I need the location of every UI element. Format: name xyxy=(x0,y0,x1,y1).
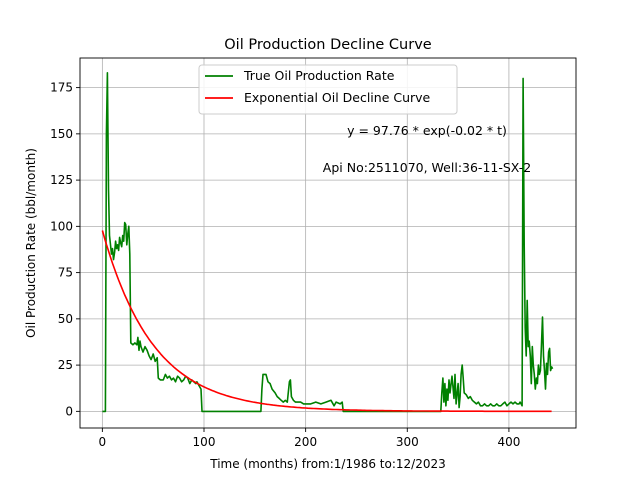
legend: True Oil Production Rate Exponential Oil… xyxy=(198,64,458,115)
y-axis-label: Oil Production Rate (bbl/month) xyxy=(24,148,38,338)
exponential-decline-line xyxy=(101,230,552,413)
plot-lines xyxy=(101,72,554,413)
x-tick-label: 0 xyxy=(99,435,107,449)
legend-label-decline-curve: Exponential Oil Decline Curve xyxy=(244,90,431,105)
legend-label-true-rate: True Oil Production Rate xyxy=(243,68,395,83)
y-tick-label: 175 xyxy=(50,81,73,95)
y-tick-label: 125 xyxy=(50,173,73,187)
x-tick-label: 100 xyxy=(193,435,216,449)
x-axis-label: Time (months) from:1/1986 to:12/2023 xyxy=(209,457,446,471)
ticks: 0 100 200 300 400 0 25 50 75 100 125 150 175 xyxy=(50,81,520,449)
y-tick-label: 0 xyxy=(65,404,73,418)
x-tick-label: 300 xyxy=(396,435,419,449)
y-tick-label: 100 xyxy=(50,219,73,233)
y-tick-label: 25 xyxy=(58,358,73,372)
y-tick-label: 75 xyxy=(58,266,73,280)
y-tick-label: 50 xyxy=(58,312,73,326)
legend-box xyxy=(198,64,458,115)
chart-title: Oil Production Decline Curve xyxy=(224,37,432,53)
well-annotation: Api No:2511070, Well:36-11-SX-2 xyxy=(323,160,531,175)
grid xyxy=(80,58,576,428)
equation-annotation: y = 97.76 * exp(-0.02 * t) xyxy=(347,123,507,138)
x-tick-label: 400 xyxy=(497,435,520,449)
axes-frame xyxy=(79,57,577,429)
true-production-line xyxy=(102,72,554,413)
y-tick-label: 150 xyxy=(50,127,73,141)
x-tick-label: 200 xyxy=(294,435,317,449)
